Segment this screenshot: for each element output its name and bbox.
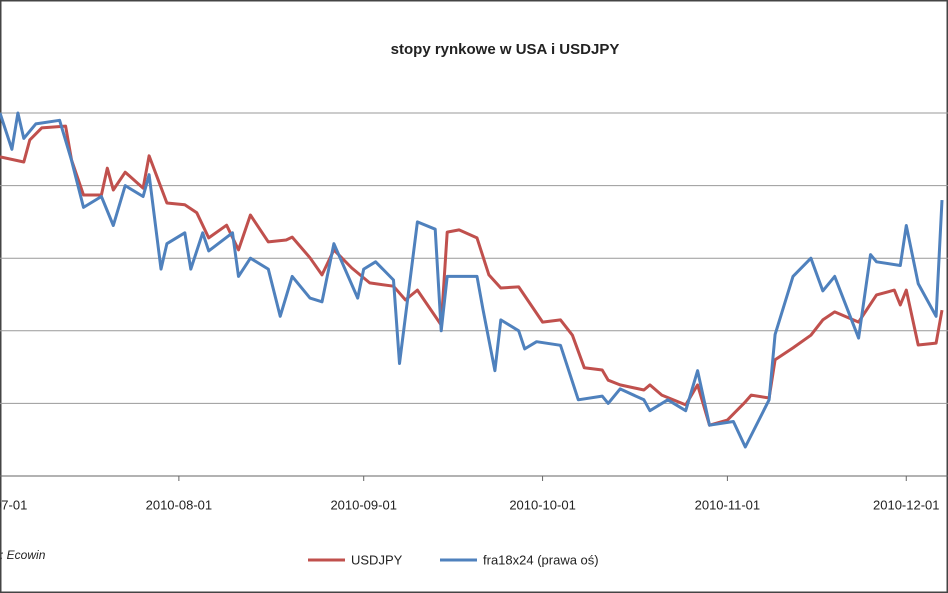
legend-label: USDJPY [351,552,403,567]
x-tick-label: 2010-11-01 [695,497,761,512]
x-tick-label: 2010-12-01 [873,497,940,512]
x-tick-label: 2010-07-01 [0,497,27,512]
x-tick-label: 2010-10-01 [509,497,576,512]
legend-label: fra18x24 (prawa oś) [483,552,599,567]
x-tick-label: 2010-08-01 [146,497,213,512]
data-line [0,111,944,449]
x-tick-label: 2010-09-01 [330,497,397,512]
chart-title: stopy rynkowe w USA i USDJPY [391,41,620,58]
source-note: Źródło: Ecowin [0,547,46,562]
data-line [0,124,944,427]
